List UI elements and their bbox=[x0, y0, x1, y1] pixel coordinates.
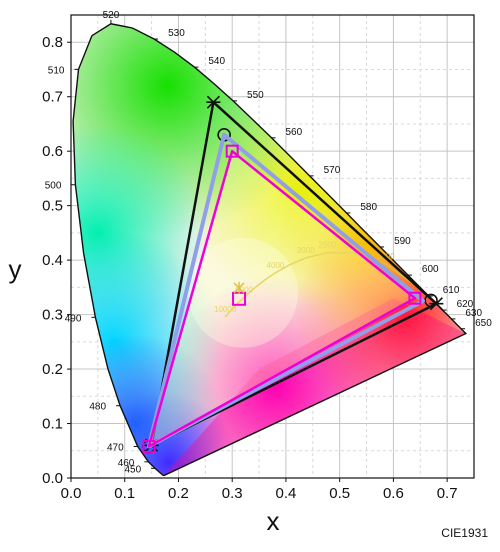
x-tick-label: 0.2 bbox=[168, 485, 189, 502]
wavelength-label: 510 bbox=[48, 65, 65, 76]
y-tick-label: 0.3 bbox=[42, 307, 63, 324]
y-tick-label: 0.2 bbox=[42, 361, 63, 378]
x-axis-ticks: 0.0 0.1 0.2 0.3 0.4 0.5 0.6 0.7 bbox=[61, 478, 458, 502]
cct-label: 4000 bbox=[267, 261, 285, 270]
wavelength-label: 570 bbox=[324, 165, 341, 176]
wavelength-label: 490 bbox=[65, 313, 82, 324]
wavelength-ticks bbox=[71, 19, 466, 469]
white-point-marker bbox=[233, 281, 245, 294]
wavelength-label: 610 bbox=[443, 285, 460, 296]
wavelength-label: 530 bbox=[168, 28, 185, 39]
cct-label: 1500 bbox=[377, 252, 395, 261]
y-tick-label: 0.0 bbox=[42, 470, 63, 487]
wavelength-label: 590 bbox=[394, 236, 411, 247]
gamut-triangle bbox=[150, 100, 438, 447]
wavelength-label: 480 bbox=[89, 402, 106, 413]
cct-label: 2500 bbox=[318, 241, 336, 250]
x-tick-label: 0.5 bbox=[329, 485, 350, 502]
y-tick-label: 0.4 bbox=[42, 252, 63, 269]
y-axis-ticks: 0.0 0.1 0.2 0.3 0.4 0.5 0.6 0.7 0.8 bbox=[42, 34, 71, 487]
y-tick-label: 0.6 bbox=[42, 143, 63, 160]
gamut-triangle bbox=[147, 149, 417, 448]
gamut-vertex-marker bbox=[424, 293, 438, 308]
gamut-vertex-marker bbox=[225, 144, 239, 158]
cct-label: 10000 bbox=[214, 305, 237, 314]
wavelength-label: 650 bbox=[475, 318, 492, 329]
cct-label: 3000 bbox=[297, 246, 315, 255]
wavelength-label: 580 bbox=[360, 202, 377, 213]
x-tick-label: 0.7 bbox=[437, 485, 458, 502]
gamut-triangle bbox=[146, 132, 425, 449]
wavelength-label: 550 bbox=[247, 90, 264, 101]
wavelength-label: 460 bbox=[118, 458, 135, 469]
x-axis-title: x bbox=[267, 506, 280, 536]
cct-label: 6000 bbox=[235, 285, 253, 294]
x-tick-label: 0.4 bbox=[276, 485, 297, 502]
diagram-credit: CIE1931 bbox=[441, 526, 488, 540]
plot-frame bbox=[70, 14, 475, 479]
gamut-vertex-marker bbox=[408, 291, 422, 305]
y-tick-label: 0.8 bbox=[42, 34, 63, 51]
y-tick-label: 0.7 bbox=[42, 89, 63, 106]
wavelength-label: 450 bbox=[124, 464, 141, 475]
x-tick-label: 0.3 bbox=[222, 485, 243, 502]
y-tick-label: 0.1 bbox=[42, 416, 63, 433]
wavelength-label: 620 bbox=[457, 299, 474, 310]
wavelength-label: 470 bbox=[107, 443, 124, 454]
y-axis-title: y bbox=[9, 254, 22, 284]
x-tick-label: 0.0 bbox=[61, 485, 82, 502]
gamut-vertex-marker bbox=[142, 439, 156, 453]
planckian-curve bbox=[224, 251, 421, 318]
spectral-locus bbox=[72, 23, 467, 477]
wavelength-label: 600 bbox=[422, 264, 439, 275]
wavelength-label: 540 bbox=[208, 56, 225, 67]
x-tick-label: 0.6 bbox=[383, 485, 404, 502]
y-tick-label: 0.5 bbox=[42, 198, 63, 215]
wavelength-label: 500 bbox=[45, 181, 62, 192]
wavelength-label: 560 bbox=[285, 127, 302, 138]
purple-line-band bbox=[164, 298, 466, 476]
gamut-vertex-marker bbox=[206, 95, 221, 109]
gamut-series bbox=[142, 95, 444, 454]
x-tick-label: 0.1 bbox=[114, 485, 135, 502]
white-points bbox=[232, 281, 247, 306]
